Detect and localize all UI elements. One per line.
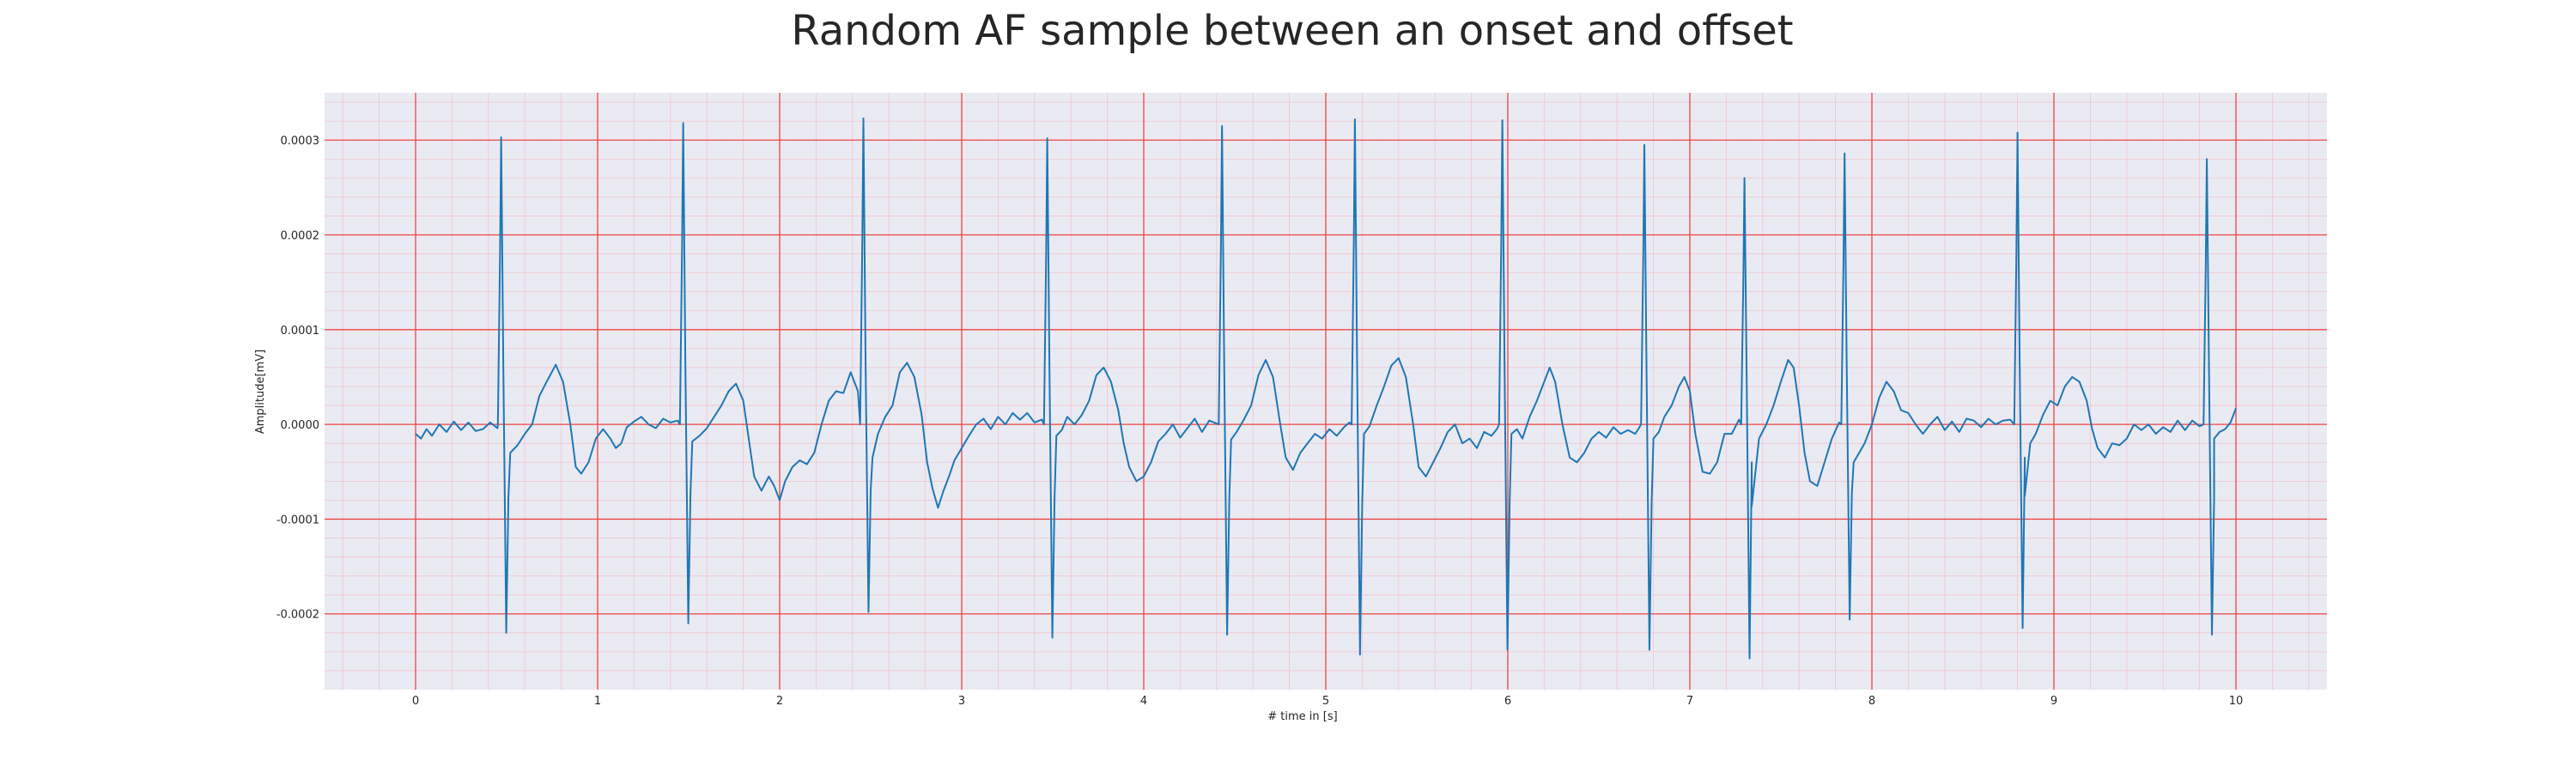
plot-area: 0 1 2 3 4 5 6 7 8 9 10 -0.0002 -0.0001 0.0000 0.0001 0.… [276, 93, 2327, 708]
x-tick-label: 1 [594, 695, 601, 708]
x-tick-label: 8 [1868, 695, 1875, 708]
x-tick-label: 5 [1322, 695, 1329, 708]
x-tick-label: 6 [1504, 695, 1511, 708]
x-tick-label: 7 [1686, 695, 1693, 708]
ecg-series-line [415, 117, 2237, 660]
x-tick-label: 0 [412, 695, 419, 708]
y-tick-label: -0.0001 [276, 514, 319, 526]
x-axis-label: # time in [s] [1267, 710, 1337, 723]
x-tick-label: 4 [1140, 695, 1147, 708]
y-axis-label: Amplitude[mV] [254, 350, 267, 434]
y-tick-label: 0.0001 [281, 325, 320, 338]
y-tick-label: 0.0000 [281, 419, 320, 432]
y-tick-label: 0.0002 [281, 229, 320, 242]
chart-title: Random AF sample between an onset and of… [791, 7, 1793, 55]
y-tick-label: 0.0003 [281, 135, 320, 148]
x-tick-label: 3 [958, 695, 965, 708]
x-tick-label: 9 [2050, 695, 2057, 708]
x-tick-label: 10 [2229, 695, 2244, 708]
y-tick-label: -0.0002 [276, 609, 319, 622]
x-tick-label: 2 [776, 695, 783, 708]
